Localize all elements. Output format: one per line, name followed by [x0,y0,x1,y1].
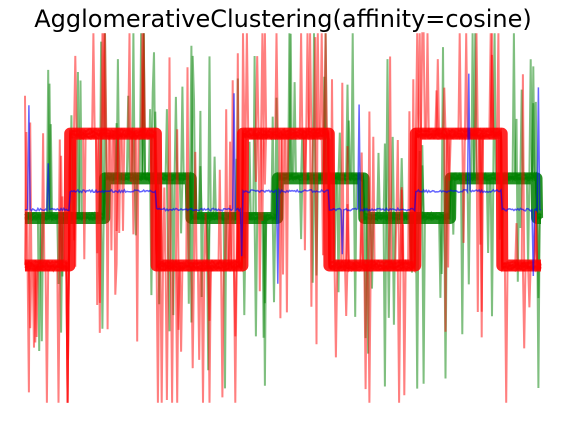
chart-title: AgglomerativeClustering(affinity=cosine) [34,5,532,33]
series-2-trace-0 [24,73,542,284]
series-0-mean-line [19,127,547,272]
